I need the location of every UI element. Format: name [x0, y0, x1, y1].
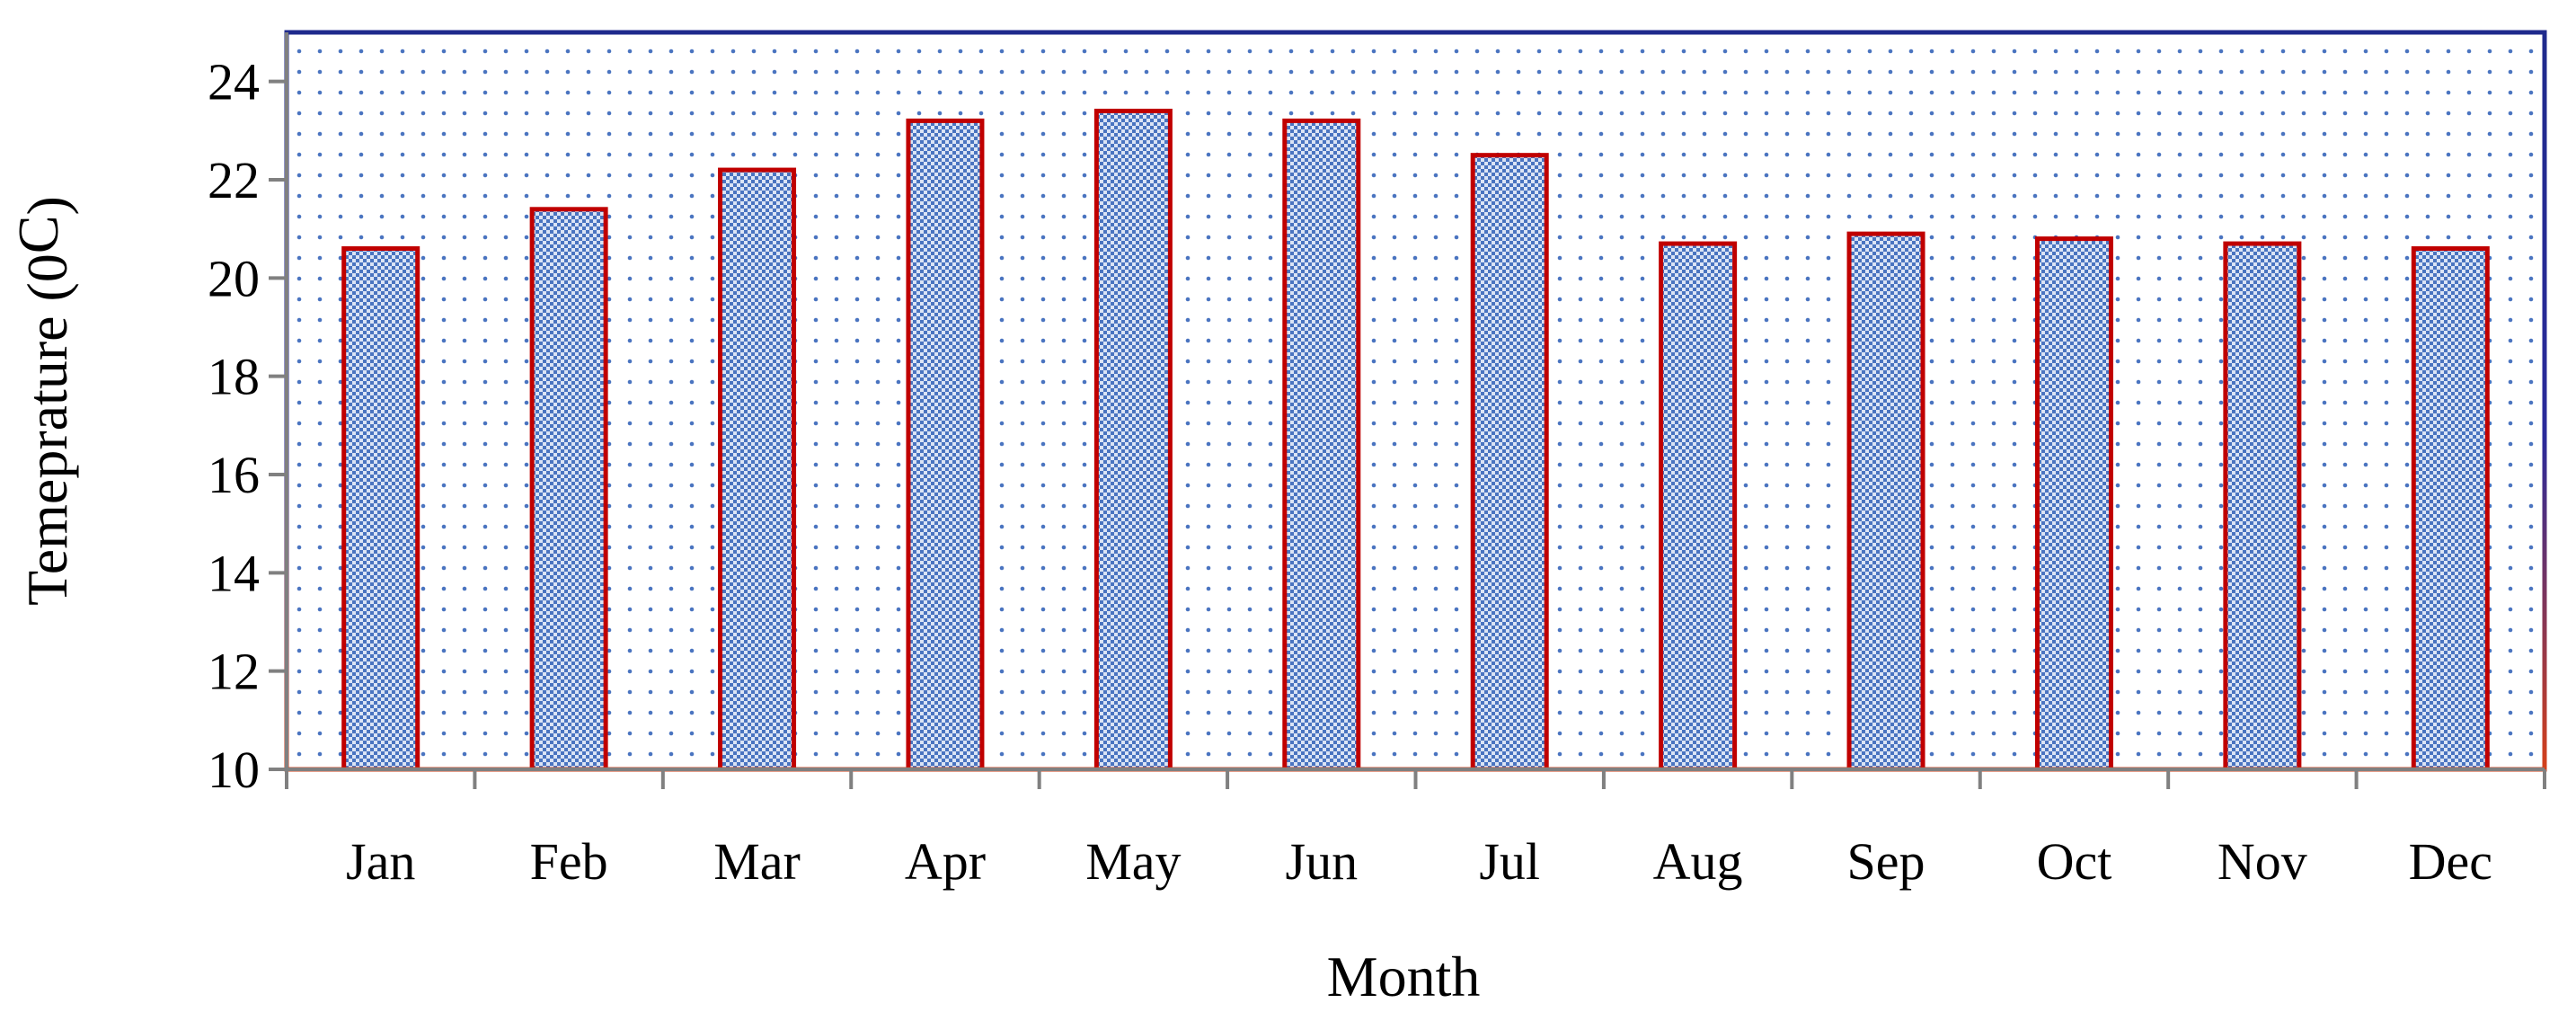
y-axis-title: Temeprature (0C) [6, 196, 79, 606]
y-tick-label: 22 [208, 151, 260, 209]
plot-dot-pattern [287, 32, 2545, 769]
x-tick-label-apr: Apr [905, 832, 986, 891]
bar-jan [341, 246, 420, 772]
y-axis-title-close: ) [15, 196, 79, 215]
x-tick-label-jun: Jun [1286, 832, 1359, 891]
y-tick-labels: 10 12 14 16 18 20 22 24 [208, 53, 260, 799]
y-tick-label: 12 [208, 643, 260, 701]
bar-nov [2223, 241, 2302, 772]
y-axis-title-text: Temeprature ( [15, 282, 79, 606]
bar-sep [1846, 231, 1925, 772]
y-axis-title-zero: 0 [15, 253, 79, 282]
bar-dec [2411, 246, 2490, 772]
x-axis-title: Month [1327, 945, 1481, 1008]
x-tick-label-mar: Mar [713, 832, 801, 891]
x-tick-label-may: May [1085, 832, 1181, 891]
x-tick-label-feb: Feb [530, 832, 608, 891]
bar-mar [718, 167, 797, 772]
y-axis-title-unit: C [6, 215, 70, 253]
axes-group [269, 32, 2546, 789]
x-tick-label-jan: Jan [346, 832, 415, 891]
y-tick-label: 24 [208, 53, 260, 111]
x-tick-label-dec: Dec [2409, 832, 2492, 891]
y-tick-label: 18 [208, 348, 260, 406]
bar-feb [529, 207, 608, 772]
bar-jun [1282, 118, 1361, 772]
y-tick-label: 14 [208, 544, 260, 602]
y-tick-label: 20 [208, 249, 260, 307]
bar-oct [2034, 236, 2113, 772]
x-tick-labels: Jan Feb Mar Apr May Jun Jul Aug Sep Oct Nov Dec [346, 832, 2492, 891]
x-tick-label-oct: Oct [2037, 832, 2112, 891]
bar-may [1093, 108, 1173, 772]
bar-jul [1470, 153, 1549, 772]
bar-apr [906, 118, 985, 772]
bars-group [341, 108, 2490, 772]
y-tick-label: 10 [208, 741, 260, 799]
x-tick-label-nov: Nov [2217, 832, 2307, 891]
x-tick-label-jul: Jul [1479, 832, 1540, 891]
x-tick-label-sep: Sep [1847, 832, 1925, 891]
x-tick-label-aug: Aug [1653, 832, 1743, 891]
bar-aug [1659, 241, 1738, 772]
y-tick-label: 16 [208, 446, 260, 504]
